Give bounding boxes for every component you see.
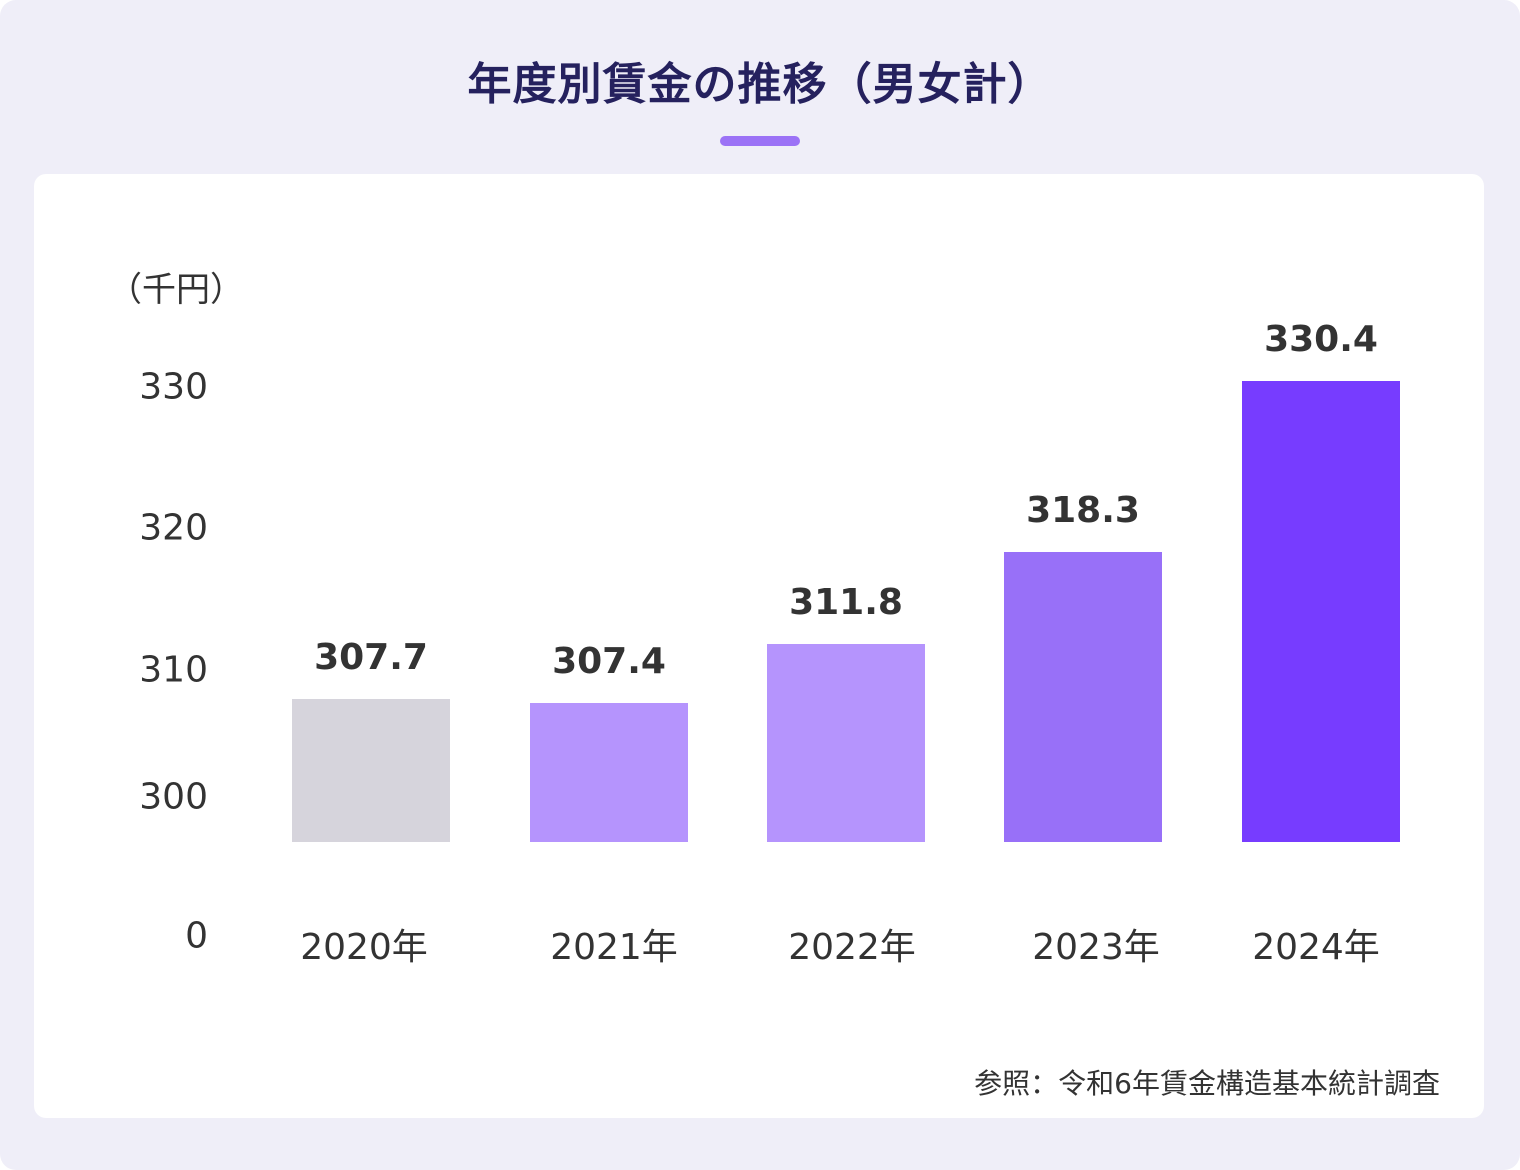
x-tick-label: 2023年 (1032, 927, 1160, 968)
x-tick-label: 2024年 (1252, 927, 1380, 968)
y-tick-label: 320 (139, 507, 208, 549)
bar-2020年 (292, 699, 450, 842)
bar-2024年 (1242, 381, 1400, 842)
bar-2022年 (767, 644, 925, 842)
y-tick-label: 300 (139, 776, 208, 818)
x-tick-label: 2021年 (550, 927, 678, 968)
y-tick-label: 310 (139, 649, 208, 691)
chart-title: 年度別賃金の推移（男女計） (467, 59, 1053, 110)
value-label: 307.7 (314, 637, 428, 679)
bar-2023年 (1004, 552, 1162, 842)
value-label: 311.8 (789, 582, 903, 624)
x-tick-label: 2020年 (300, 927, 428, 968)
title-underline (720, 136, 800, 146)
y-tick-label: 330 (139, 366, 208, 408)
value-label: 307.4 (552, 641, 666, 683)
y-axis-unit: （千円） (108, 270, 244, 310)
source-note: 参照：令和6年賃金構造基本統計調査 (974, 1067, 1440, 1100)
value-label: 318.3 (1026, 490, 1140, 532)
bar-2021年 (530, 703, 688, 842)
y-tick-label: 0 (185, 915, 208, 957)
value-label: 330.4 (1264, 319, 1378, 361)
x-tick-label: 2022年 (788, 927, 916, 968)
